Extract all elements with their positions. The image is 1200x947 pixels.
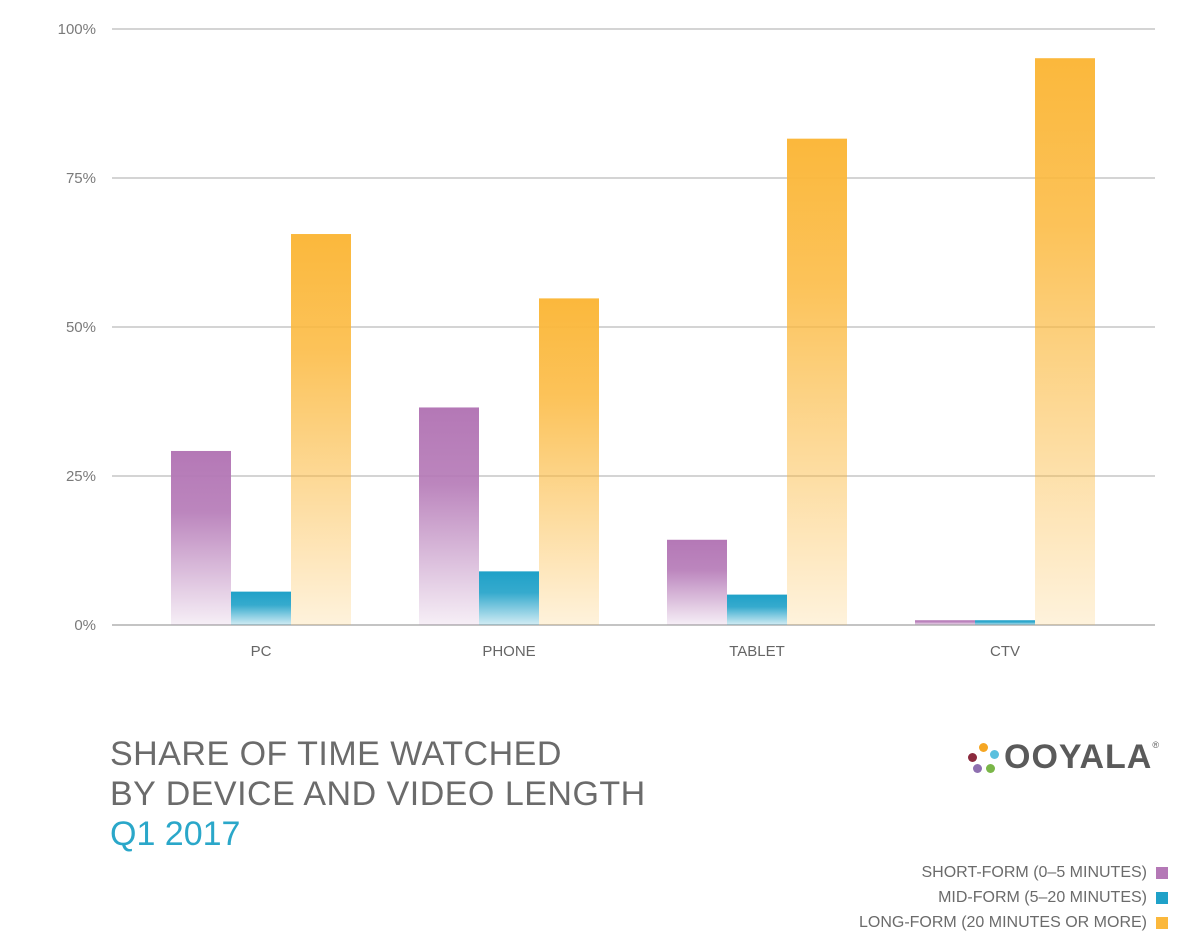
legend-item-long-form: LONG-FORM (20 MINUTES OR MORE) xyxy=(859,910,1168,935)
ooyala-logo: OOYALA ® xyxy=(968,738,1159,777)
y-tick-label: 75% xyxy=(66,170,96,187)
bar-ctv-series-1 xyxy=(915,620,975,625)
logo-dot xyxy=(990,749,999,759)
bar-chart: 0% 25% 50% 75% 100% PC PHONE TABLET CTV xyxy=(58,21,1155,660)
bar-phone-series-3 xyxy=(539,298,599,625)
logo-dot xyxy=(979,742,988,752)
legend: SHORT-FORM (0–5 MINUTES) MID-FORM (5–20 … xyxy=(859,860,1168,935)
bar-ctv-series-3 xyxy=(1035,58,1095,626)
legend-item-mid-form: MID-FORM (5–20 MINUTES) xyxy=(859,885,1168,910)
bar-tablet-series-2 xyxy=(727,594,787,625)
legend-swatch xyxy=(1156,916,1168,929)
bar-tablet-series-1 xyxy=(667,539,727,625)
legend-label: LONG-FORM (20 MINUTES OR MORE) xyxy=(858,913,1147,931)
legend-swatch xyxy=(1156,891,1168,904)
legend-item-short-form: SHORT-FORM (0–5 MINUTES) xyxy=(859,860,1168,885)
bar-tablet-series-3 xyxy=(787,138,847,625)
logo-text: OOYALA xyxy=(1004,738,1153,776)
logo-dots-icon xyxy=(968,742,1000,774)
y-tick-label: 50% xyxy=(66,319,96,336)
bar-ctv-series-2 xyxy=(975,620,1035,625)
bars xyxy=(171,58,1095,626)
bar-phone-series-2 xyxy=(479,571,539,625)
y-tick-label: 25% xyxy=(66,468,96,485)
logo-dot xyxy=(973,763,982,773)
gridlines xyxy=(112,28,1155,626)
legend-swatch xyxy=(1156,866,1168,879)
x-category-label: CTV xyxy=(990,643,1020,660)
bar-pc-series-1 xyxy=(171,450,231,625)
chart-subtitle: Q1 2017 xyxy=(110,815,241,853)
logo-dot xyxy=(968,752,977,762)
chart-title-block: SHARE OF TIME WATCHED BY DEVICE AND VIDE… xyxy=(110,734,646,854)
logo-registered-mark: ® xyxy=(1152,740,1159,750)
x-category-label: PHONE xyxy=(482,643,535,660)
x-category-label: TABLET xyxy=(729,643,785,660)
chart-title-line-1: SHARE OF TIME WATCHED xyxy=(110,735,562,773)
bar-pc-series-2 xyxy=(231,591,291,625)
legend-label: SHORT-FORM (0–5 MINUTES) xyxy=(921,863,1148,881)
x-category-label: PC xyxy=(251,643,272,660)
legend-label: MID-FORM (5–20 MINUTES) xyxy=(938,888,1147,906)
chart-title-line-2: BY DEVICE AND VIDEO LENGTH xyxy=(110,775,646,813)
y-tick-label: 100% xyxy=(58,21,96,38)
bar-phone-series-1 xyxy=(419,407,479,625)
logo-dot xyxy=(986,763,995,773)
axis-labels: 0% 25% 50% 75% 100% PC PHONE TABLET CTV xyxy=(58,21,1020,660)
bar-pc-series-3 xyxy=(291,234,351,626)
y-tick-label: 0% xyxy=(74,617,96,634)
